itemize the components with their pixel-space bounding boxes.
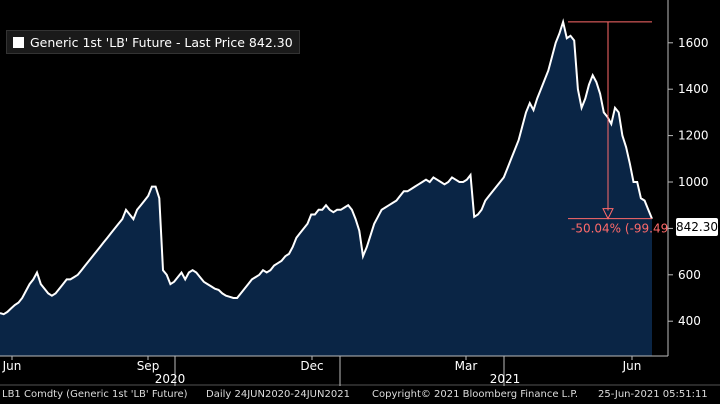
x-tick-label: Dec [300,359,323,373]
year-label: 2021 [490,372,521,386]
y-tick-label: 600 [678,268,701,282]
price-area [0,21,652,357]
plot-area [0,18,653,357]
y-tick-label: 1400 [678,82,709,96]
footer-range: Daily 24JUN2020-24JUN2021 [206,389,350,400]
y-tick-label: 1600 [678,36,709,50]
price-line [0,18,653,316]
footer-timestamp: 25-Jun-2021 05:51:11 [598,389,708,400]
x-tick-label: Jun [622,359,642,373]
x-tick-label: Jun [2,359,22,373]
drawdown-label: -50.04% (-99.49 [571,222,668,236]
year-label: 2020 [155,372,186,386]
footer-ticker: LB1 Comdty (Generic 1st 'LB' Future) [2,389,188,400]
drawdown-arrow-head [602,208,614,220]
drawdown-annotation: -50.04% (-99.49 [568,21,668,236]
footer-bar: LB1 Comdty (Generic 1st 'LB' Future) Dai… [0,386,720,404]
x-tick-label: Sep [137,359,160,373]
footer-copyright: Copyright© 2021 Bloomberg Finance L.P. [372,389,579,400]
legend-label: Generic 1st 'LB' Future - Last Price 842… [30,34,293,50]
x-axis: Jun Sep Dec Mar Jun 2020 2021 [0,355,720,386]
legend-swatch [13,36,24,48]
y-axis: 4006008001000120014001600 [667,0,709,356]
last-price-tag: 842.30 [676,218,718,236]
y-tick-label: 400 [678,314,701,328]
y-tick-label: 1200 [678,129,709,143]
x-tick-label: Mar [455,359,478,373]
y-tick-label: 1000 [678,175,709,189]
chart-legend: Generic 1st 'LB' Future - Last Price 842… [6,30,300,54]
